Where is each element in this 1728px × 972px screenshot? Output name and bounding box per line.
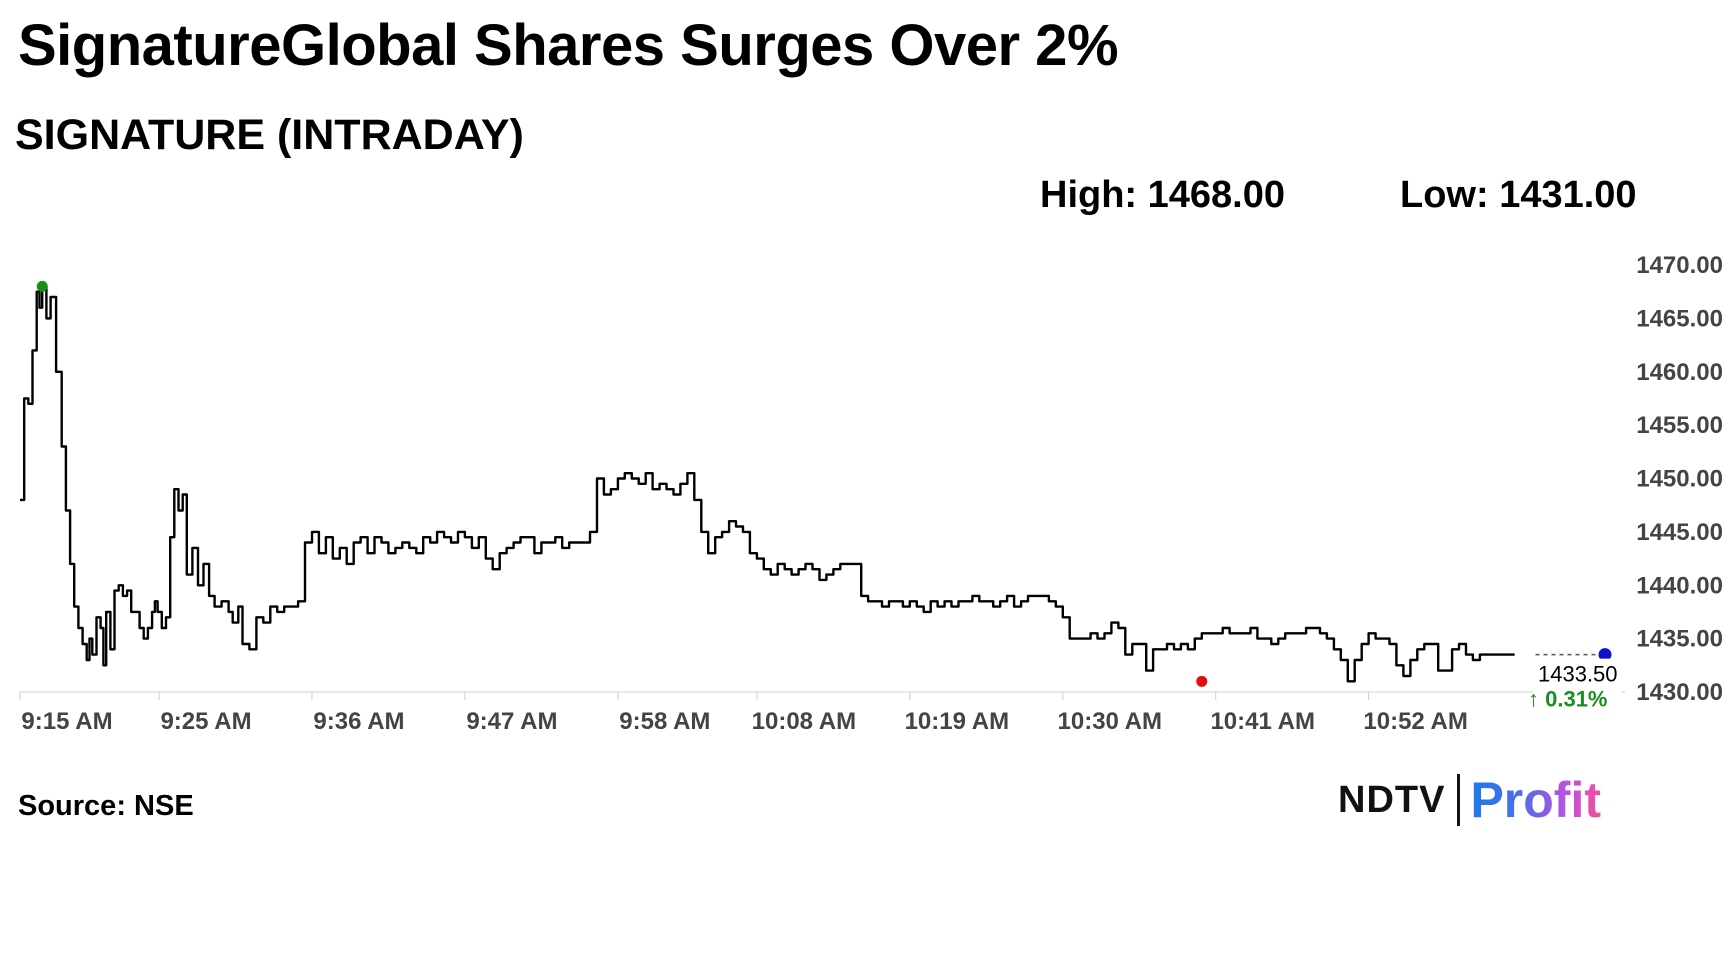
x-tick-label: 9:47 AM bbox=[466, 708, 557, 735]
source-note: Source: NSE bbox=[18, 790, 194, 822]
intraday-line-chart: 1470.00 1465.00 1460.00 1455.00 1450.00 1445.… bbox=[19, 252, 1723, 735]
day-low: Low: 1431.00 bbox=[1400, 174, 1637, 216]
headline: SignatureGlobal Shares Surges Over 2% bbox=[18, 13, 1119, 78]
x-tick-label: 10:41 AM bbox=[1210, 708, 1314, 735]
x-tick-label: 9:36 AM bbox=[313, 708, 404, 735]
x-tick-label: 9:15 AM bbox=[21, 708, 112, 735]
y-tick-label: 1465.00 bbox=[1636, 305, 1723, 332]
logo-ndtv-text: NDTV bbox=[1338, 778, 1446, 821]
last-price-marker bbox=[1598, 648, 1612, 662]
low-point-marker bbox=[1196, 675, 1208, 687]
x-tick-label: 10:30 AM bbox=[1058, 708, 1162, 735]
last-price-label-bg bbox=[1533, 658, 1621, 717]
price-series-line bbox=[20, 285, 1515, 683]
y-tick-label: 1445.00 bbox=[1636, 519, 1723, 546]
y-tick-label: 1440.00 bbox=[1636, 572, 1723, 599]
price-change-label: ↑ 0.31% bbox=[1528, 687, 1608, 712]
logo-divider bbox=[1457, 774, 1461, 826]
chart-subtitle: SIGNATURE (INTRADAY) bbox=[15, 111, 524, 159]
y-tick-label: 1430.00 bbox=[1636, 679, 1723, 706]
y-tick-label: 1450.00 bbox=[1636, 466, 1723, 493]
logo-profit-text: Profit bbox=[1470, 772, 1601, 828]
x-tick-label: 10:08 AM bbox=[752, 708, 856, 735]
x-tick-label: 10:52 AM bbox=[1363, 708, 1467, 735]
y-tick-label: 1470.00 bbox=[1636, 252, 1723, 279]
x-tick-label: 9:58 AM bbox=[619, 708, 710, 735]
ndtv-profit-logo: NDTV Profit bbox=[1338, 770, 1601, 830]
high-point-marker bbox=[36, 280, 48, 292]
y-tick-label: 1435.00 bbox=[1636, 626, 1723, 653]
y-tick-label: 1455.00 bbox=[1636, 412, 1723, 439]
x-tick-label: 9:25 AM bbox=[160, 708, 251, 735]
x-tick-label: 10:19 AM bbox=[905, 708, 1009, 735]
y-tick-label: 1460.00 bbox=[1636, 359, 1723, 386]
day-high: High: 1468.00 bbox=[1040, 174, 1285, 216]
last-price-label: 1433.50 bbox=[1538, 662, 1618, 687]
